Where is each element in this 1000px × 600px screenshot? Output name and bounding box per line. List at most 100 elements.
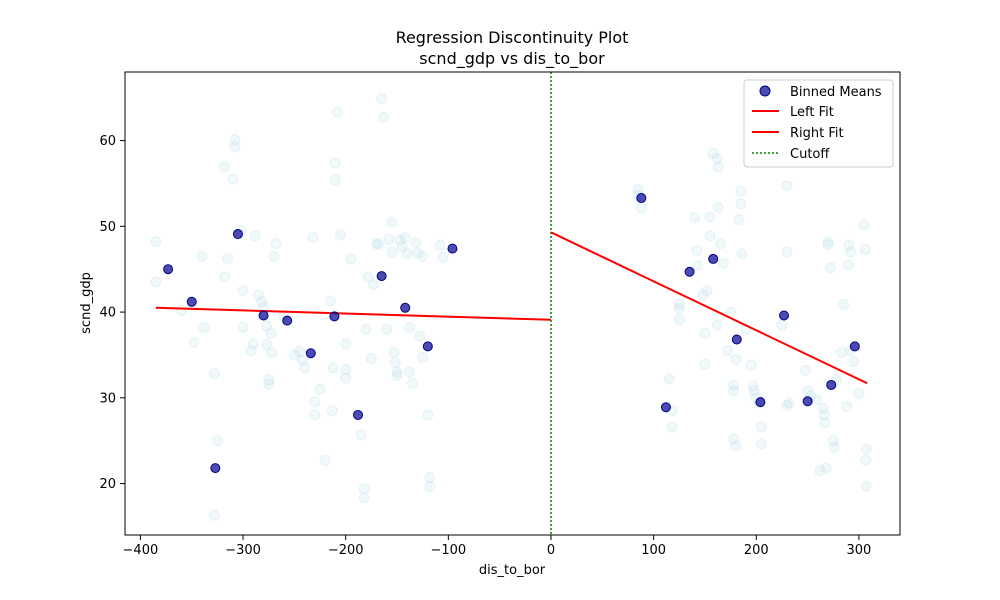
raw-data-point bbox=[381, 323, 393, 335]
raw-data-point bbox=[691, 244, 703, 256]
raw-data-point bbox=[822, 238, 834, 250]
raw-data-point bbox=[247, 338, 259, 350]
raw-data-point bbox=[314, 383, 326, 395]
binned-mean-point bbox=[376, 271, 387, 282]
left-fit-line bbox=[155, 306, 552, 321]
raw-data-point bbox=[711, 319, 723, 331]
raw-data-point bbox=[417, 250, 429, 262]
x-tick-label: −400 bbox=[123, 543, 159, 558]
raw-data-point bbox=[814, 465, 826, 477]
raw-data-point bbox=[229, 134, 241, 146]
raw-data-point bbox=[288, 349, 300, 361]
x-tick-label: 300 bbox=[847, 543, 872, 558]
raw-data-point bbox=[340, 338, 352, 350]
raw-data-point bbox=[817, 402, 829, 414]
raw-data-point bbox=[781, 400, 793, 412]
binned-mean-point bbox=[232, 229, 243, 240]
raw-data-point bbox=[396, 241, 408, 253]
raw-data-point bbox=[391, 366, 403, 378]
raw-data-point bbox=[712, 201, 724, 213]
y-tick-label: 40 bbox=[99, 306, 116, 321]
raw-data-point bbox=[270, 237, 282, 249]
raw-data-point bbox=[704, 230, 716, 242]
raw-data-point bbox=[327, 362, 339, 374]
raw-data-point bbox=[755, 438, 767, 450]
raw-data-point bbox=[666, 421, 678, 433]
raw-data-point bbox=[663, 373, 675, 385]
legend-right-fit-label: Right Fit bbox=[790, 126, 844, 141]
raw-data-point bbox=[362, 271, 374, 283]
raw-data-point bbox=[860, 454, 872, 466]
raw-data-point bbox=[417, 352, 429, 364]
raw-data-point bbox=[376, 93, 388, 105]
x-tick-label: −100 bbox=[430, 543, 466, 558]
raw-data-point bbox=[673, 314, 685, 326]
binned-mean-point bbox=[708, 253, 719, 264]
raw-data-point bbox=[367, 279, 379, 291]
raw-data-point bbox=[268, 250, 280, 262]
raw-data-point bbox=[819, 417, 831, 429]
raw-data-point bbox=[824, 261, 836, 273]
raw-data-point bbox=[391, 370, 403, 382]
raw-data-point bbox=[358, 483, 370, 495]
raw-data-point bbox=[237, 285, 249, 297]
raw-data-point bbox=[728, 385, 740, 397]
binned-mean-point bbox=[422, 341, 433, 352]
legend-binned-marker bbox=[759, 85, 771, 97]
raw-data-point bbox=[401, 248, 413, 260]
raw-data-point bbox=[378, 111, 390, 123]
binned-mean-point bbox=[684, 266, 695, 277]
raw-data-point bbox=[383, 233, 395, 245]
raw-data-point bbox=[394, 234, 406, 246]
raw-points-layer bbox=[150, 93, 872, 521]
binned-mean-point bbox=[826, 379, 837, 390]
binned-mean-point bbox=[849, 341, 860, 352]
legend-cutoff-label: Cutoff bbox=[790, 147, 830, 162]
raw-data-point bbox=[699, 358, 711, 370]
raw-data-point bbox=[853, 388, 865, 400]
raw-data-point bbox=[309, 409, 321, 421]
raw-data-point bbox=[211, 435, 223, 447]
raw-data-point bbox=[263, 378, 275, 390]
binned-mean-point bbox=[258, 310, 269, 321]
fit-lines-layer bbox=[155, 72, 868, 535]
raw-data-point bbox=[319, 454, 331, 466]
x-tick-label: 0 bbox=[547, 543, 555, 558]
raw-data-point bbox=[324, 295, 336, 307]
raw-data-point bbox=[386, 216, 398, 228]
legend-frame bbox=[743, 79, 894, 168]
raw-data-point bbox=[860, 480, 872, 492]
raw-data-point bbox=[424, 472, 436, 484]
raw-data-point bbox=[365, 352, 377, 364]
binned-mean-point bbox=[660, 402, 671, 413]
raw-data-point bbox=[329, 157, 341, 169]
raw-data-point bbox=[781, 180, 793, 192]
raw-data-point bbox=[843, 239, 855, 251]
raw-data-point bbox=[340, 372, 352, 384]
raw-data-point bbox=[252, 289, 264, 301]
raw-data-point bbox=[245, 345, 257, 357]
raw-data-point bbox=[437, 251, 449, 263]
raw-data-point bbox=[736, 248, 748, 260]
raw-data-point bbox=[196, 250, 208, 262]
raw-data-point bbox=[326, 405, 338, 417]
raw-data-point bbox=[673, 298, 685, 310]
raw-data-point bbox=[730, 353, 742, 365]
raw-data-point bbox=[735, 185, 747, 197]
raw-data-point bbox=[781, 246, 793, 258]
y-tick-label: 60 bbox=[99, 134, 116, 149]
raw-data-point bbox=[692, 260, 704, 272]
raw-data-point bbox=[747, 380, 759, 392]
raw-data-point bbox=[412, 247, 424, 259]
raw-data-point bbox=[712, 161, 724, 173]
raw-data-point bbox=[237, 322, 249, 334]
raw-data-point bbox=[208, 509, 220, 521]
raw-data-point bbox=[776, 319, 788, 331]
chart-title: Regression Discontinuity Plot bbox=[396, 28, 629, 47]
raw-data-point bbox=[859, 243, 871, 255]
raw-data-point bbox=[733, 213, 745, 225]
raw-data-point bbox=[256, 296, 268, 308]
raw-data-point bbox=[150, 236, 162, 248]
x-tick-label: −300 bbox=[225, 543, 261, 558]
raw-data-point bbox=[689, 212, 701, 224]
